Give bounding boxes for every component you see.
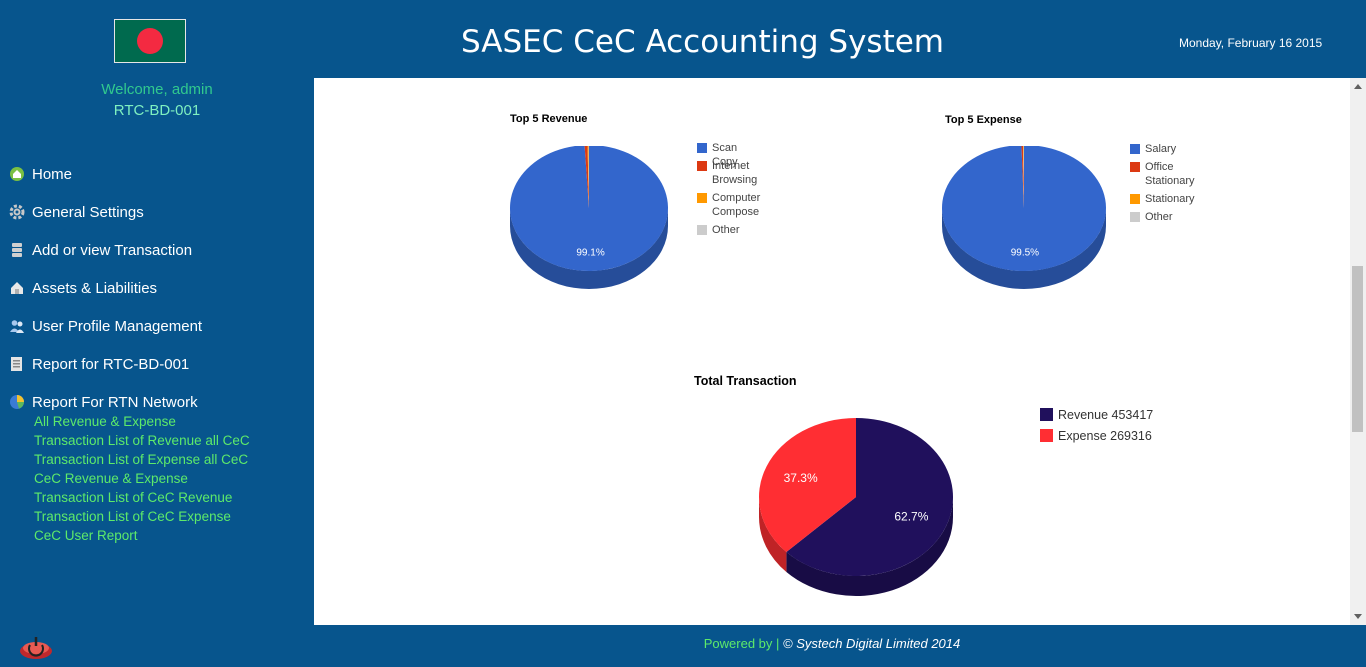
chart-title-total: Total Transaction [694,374,797,388]
submenu-item[interactable]: Transaction List of CeC Revenue [34,490,233,505]
pie-data-label: 37.3% [784,471,818,485]
legend-label: Computer Compose [712,192,761,218]
total-transaction-pie-chart: 62.7% 37.3% [759,418,953,596]
legend-swatch [1040,408,1053,421]
legend-label: Other [712,224,740,236]
submenu-item[interactable]: Transaction List of CeC Expense [34,509,231,524]
submenu-item[interactable]: CeC User Report [34,528,138,543]
powered-by-text: Powered by | [703,636,780,651]
copyright-text: © Systech Digital Limited 2014 [783,636,961,651]
pie-chart-icon [9,394,25,410]
house-icon [9,280,25,296]
submenu-item[interactable]: Transaction List of Expense all CeC [34,452,249,467]
sidebar-item-report-network[interactable]: Report For RTN Network [9,391,198,413]
pie-slice-office-stationary [1021,146,1024,208]
scroll-down-arrow-icon[interactable] [1354,614,1362,619]
legend-label: Office Stationary [1145,161,1195,187]
legend-swatch [1130,212,1140,222]
legend-swatch [1130,144,1140,154]
legend-swatch [1040,429,1053,442]
app-title: SASEC CeC Accounting System [461,24,944,60]
logout-power-icon[interactable] [18,629,54,661]
database-icon [9,242,25,258]
welcome-text: Welcome, admin [101,81,213,98]
legend-swatch [697,225,707,235]
pie-data-label: 62.7% [894,509,928,523]
sidebar-item-label: User Profile Management [32,317,203,335]
sidebar-item-user-profile[interactable]: User Profile Management [9,315,202,337]
chart-title-revenue: Top 5 Revenue [510,113,588,125]
branch-code: RTC-BD-001 [113,102,201,119]
scrollbar-thumb[interactable] [1352,266,1363,432]
pie-slice-side-revenue-453417 [786,497,953,596]
expense-pie-chart: 99.5% [942,146,1106,289]
sidebar-item-label: Home [32,165,73,183]
submenu-item[interactable]: Transaction List of Revenue all CeC [34,433,250,448]
gear-icon [9,204,25,220]
pie-slice-expense-269316 [759,418,856,553]
legend-label: Stationary [1145,193,1195,205]
submenu-item[interactable]: All Revenue & Expense [34,414,176,429]
sidebar-item-assets[interactable]: Assets & Liabilities [9,277,157,299]
sidebar-item-label: General Settings [32,203,144,221]
current-date: Monday, February 16 2015 [1179,36,1323,50]
pie-slice-side-expense-269316 [759,497,787,573]
legend-label: Expense 269316 [1058,429,1152,443]
pie-slice-side-salary [942,208,1106,289]
scroll-up-arrow-icon[interactable] [1354,84,1362,89]
sidebar-item-transaction[interactable]: Add or view Transaction [9,239,192,261]
legend-swatch [697,193,707,203]
pie-slice-scan-copy [510,146,668,271]
legend-swatch [697,143,707,153]
home-icon [9,166,25,182]
sidebar-item-label: Report for RTC-BD-001 [32,355,190,373]
pie-data-label: 99.1% [576,248,604,259]
sidebar-item-label: Assets & Liabilities [32,279,158,297]
bangladesh-flag-logo [114,19,186,63]
pie-data-label: 99.5% [1011,248,1039,259]
users-icon [9,318,25,334]
sidebar-item-general-settings[interactable]: General Settings [9,201,144,223]
chart-title-expense: Top 5 Expense [945,114,1022,126]
sidebar-item-label: Add or view Transaction [32,241,193,259]
footer: Powered by | © Systech Digital Limited 2… [314,625,1350,667]
legend-label: Scan Copy [712,142,738,168]
sidebar-item-report-branch[interactable]: Report for RTC-BD-001 [9,353,189,375]
legend-swatch [1130,162,1140,172]
pie-slice-salary [942,146,1106,271]
submenu-item[interactable]: CeC Revenue & Expense [34,471,188,486]
pie-slice-internet-browsing [584,146,589,208]
revenue-pie-chart: 99.1% [510,146,668,289]
report-icon [9,356,25,372]
pie-slice-revenue-453417 [786,418,953,576]
sidebar-item-label: Report For RTN Network [32,393,198,411]
pie-slice-side-scan-copy [510,208,668,289]
page-scrollbar[interactable] [1350,78,1366,625]
header: SASEC CeC Accounting System Monday, Febr… [0,0,1366,78]
legend-label: Revenue 453417 [1058,408,1154,422]
dashboard-content: Top 5 Revenue 99.1% Scan Copy Internet Brow… [314,78,1350,625]
legend-swatch [1130,194,1140,204]
legend-swatch [697,161,707,171]
legend-label: Internet Browsing [712,160,758,186]
legend-label: Salary [1145,143,1177,155]
sidebar-item-home[interactable]: Home [9,163,72,185]
legend-label: Other [1145,211,1173,223]
